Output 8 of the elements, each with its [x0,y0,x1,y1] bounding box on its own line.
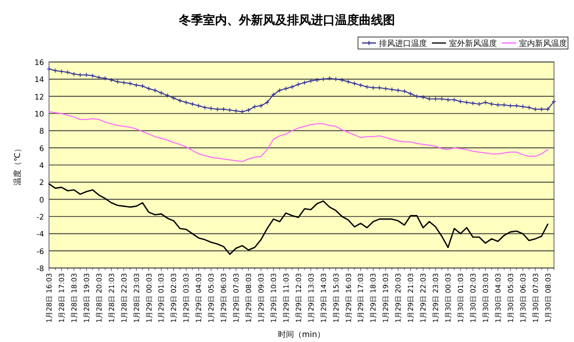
chart-title: 冬季室内、外新风及排风进口温度曲线图 [178,13,395,27]
legend-label: 排风进口温度 [379,39,427,48]
line-series [48,183,548,255]
legend-label: 室内新风温度 [519,39,567,48]
x-axis-title: 时间（min） [278,330,326,339]
legend-label: 室外新风温度 [449,39,497,48]
y-axis-title: 温度（℃） [13,144,22,186]
line-series [48,111,548,162]
